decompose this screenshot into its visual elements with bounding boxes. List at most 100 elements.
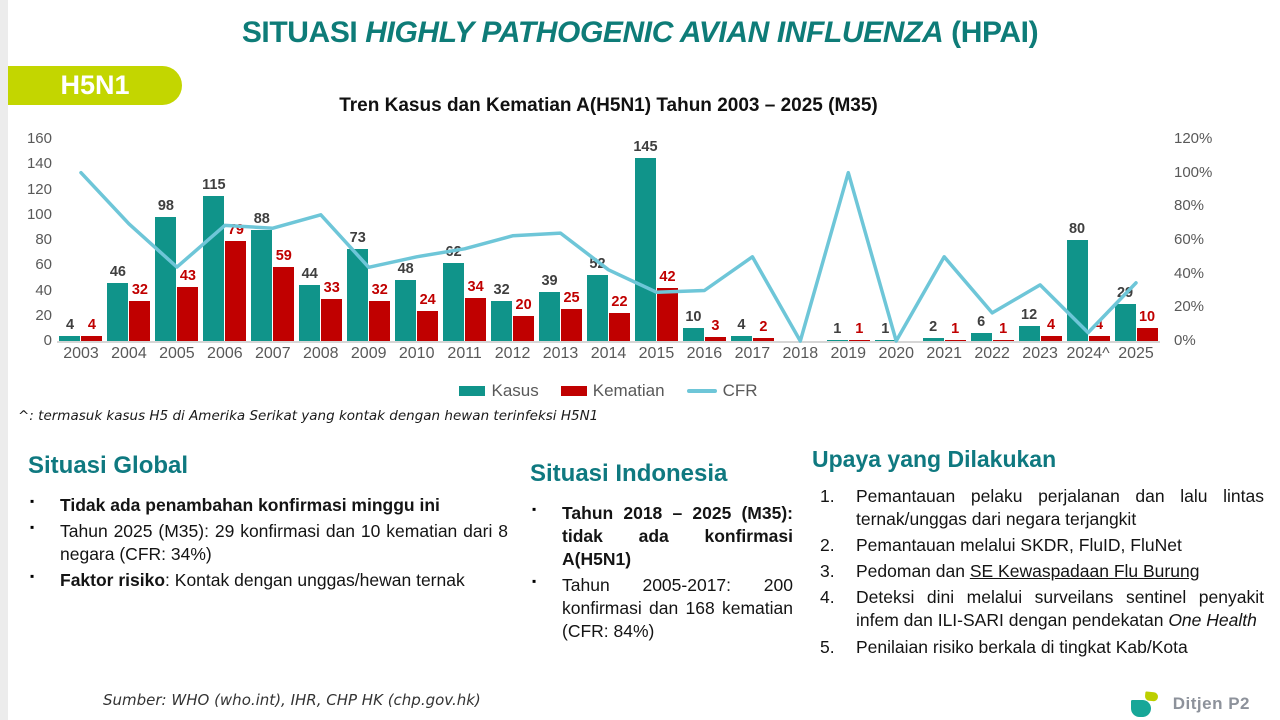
x-axis-label: 2008 xyxy=(302,345,339,362)
text-segment: Penilaian risiko berkala di tingkat Kab/… xyxy=(856,636,1188,657)
value-label-kasus: 115 xyxy=(202,176,226,193)
text-segment: Tahun 2025 (M35): 29 konfirmasi dan 10 k… xyxy=(60,521,508,565)
bullet-marker: ▪ xyxy=(30,569,35,584)
source-text: Sumber: WHO (who.int), IHR, CHP HK (chp.… xyxy=(103,691,481,709)
list-number: 4. xyxy=(820,587,835,608)
bar-kasus xyxy=(107,282,129,341)
x-axis-label: 2007 xyxy=(255,345,291,362)
text-segment: Pemantauan pelaku perjalanan dan lalu li… xyxy=(856,486,1264,530)
ditjen-p2-logo: Ditjen P2 xyxy=(1130,691,1250,717)
bar-kematian xyxy=(848,339,870,341)
list-item: ▪ Tahun 2005-2017: 200 konfirmasi dan 168… xyxy=(530,574,793,643)
bar-kematian xyxy=(944,339,966,341)
bar-kematian xyxy=(321,299,343,341)
y-axis-left-tick: 100 xyxy=(26,205,52,223)
value-label-kasus: 88 xyxy=(253,210,270,227)
y-axis-left-tick: 40 xyxy=(35,281,52,299)
bar-kasus xyxy=(251,229,273,341)
x-axis-label: 2012 xyxy=(494,345,531,362)
legend-item-cfr: CFR xyxy=(686,381,758,401)
cfr-line xyxy=(79,170,1138,343)
value-label-kasus: 46 xyxy=(109,263,126,280)
y-axis-left-tick: 60 xyxy=(35,256,52,274)
bar-kasus xyxy=(970,333,992,341)
value-label-kematian: 59 xyxy=(275,247,292,264)
value-label-kematian: 32 xyxy=(371,281,388,298)
value-label-kasus: 80 xyxy=(1068,221,1086,237)
value-label-kasus: 1 xyxy=(881,320,890,337)
value-label-kematian: 33 xyxy=(323,280,340,297)
section-situasi-global: Situasi Global ▪ Tidak ada penambahan kon… xyxy=(28,452,508,595)
text-segment: SE Kewaspadaan Flu Burung xyxy=(969,561,1200,582)
page-title-emphasis: HIGHLY PATHOGENIC AVIAN INFLUENZA xyxy=(365,16,944,49)
value-label-kematian: 4 xyxy=(1095,316,1104,333)
section-heading-upaya: Upaya yang Dilakukan xyxy=(812,446,1057,472)
list-item: ▪ Tahun 2025 (M35): 29 konfirmasi dan 10 … xyxy=(28,520,508,566)
legend-item-kematian: Kematian xyxy=(560,381,665,401)
value-label-kematian: 2 xyxy=(759,319,768,336)
section-upaya: Upaya yang Dilakukan 1. Pemantauan pelaku… xyxy=(812,446,1264,662)
y-axis-right-tick: 60% xyxy=(1174,231,1205,248)
x-axis-label: 2005 xyxy=(159,345,195,362)
value-label-kasus: 12 xyxy=(1021,306,1038,323)
x-axis-label: 2019 xyxy=(830,345,867,362)
y-axis-left-tick: 20 xyxy=(35,306,52,324)
bar-kasus xyxy=(347,248,369,341)
ditjen-p2-logo-text: Ditjen P2 xyxy=(1172,694,1250,713)
page-title: SITUASI HIGHLY PATHOGENIC AVIAN INFLUENZ… xyxy=(0,16,1280,50)
value-label-kasus: 44 xyxy=(301,266,318,283)
bar-kematian xyxy=(704,337,726,341)
text-segment: : Kontak dengan unggas/hewan ternak xyxy=(165,570,465,591)
bar-kematian xyxy=(369,300,391,341)
value-label-kasus: 1 xyxy=(833,320,842,337)
bar-kasus xyxy=(299,285,321,341)
list-number: 2. xyxy=(820,535,835,556)
list-item: ▪ Faktor risiko: Kontak dengan unggas/hew… xyxy=(28,569,508,592)
text-segment: Faktor risiko xyxy=(60,570,166,591)
bar-kasus xyxy=(874,339,896,341)
bar-kematian xyxy=(1088,335,1110,341)
y-axis-right-tick: 80% xyxy=(1174,197,1205,215)
legend-label: Kematian xyxy=(592,381,665,400)
x-axis-label: 2003 xyxy=(63,345,99,362)
value-label-kasus: 145 xyxy=(633,138,658,155)
y-axis-left-tick: 0 xyxy=(43,332,52,349)
list-item: 1. Pemantauan pelaku perjalanan dan lalu … xyxy=(812,485,1264,531)
text-segment: Tahun 2005-2017: 200 konfirmasi dan 168 … xyxy=(562,575,793,642)
value-label-kematian: 42 xyxy=(659,268,676,285)
bullet-marker: ▪ xyxy=(30,520,35,535)
text-segment: Tahun 2018 – 2025 (M35): tidak ada konfi… xyxy=(562,503,793,570)
value-label-kematian: 1 xyxy=(999,320,1008,337)
h5n1-badge: H5N1 xyxy=(8,66,182,105)
legend-item-kasus: Kasus xyxy=(459,381,539,401)
value-label-kematian: 4 xyxy=(87,316,96,333)
legend-label: CFR xyxy=(722,381,758,400)
value-label-kasus: 98 xyxy=(157,198,174,215)
value-label-kematian: 4 xyxy=(1047,316,1056,333)
value-label-kasus: 32 xyxy=(493,281,510,298)
bar-kasus xyxy=(1018,325,1040,341)
x-axis-label: 2024^ xyxy=(1066,345,1110,362)
bar-kematian xyxy=(609,313,630,341)
bar-kasus xyxy=(443,262,465,341)
y-axis-left-tick: 120 xyxy=(26,180,52,198)
y-axis-left-tick: 140 xyxy=(26,155,52,173)
legend-bar-swatch xyxy=(560,386,587,396)
logo-lime-leaf-icon xyxy=(1144,691,1159,702)
x-axis-label: 2006 xyxy=(207,345,243,362)
value-label-kematian: 20 xyxy=(515,296,532,313)
chart-title: Tren Kasus dan Kematian A(H5N1) Tahun 20… xyxy=(339,95,878,116)
x-axis-label: 2017 xyxy=(734,345,771,362)
text-segment: Pedoman dan xyxy=(856,561,970,582)
y-axis-left-tick: 160 xyxy=(26,130,52,147)
list-item: 4. Deteksi dini melalui surveilans sentin… xyxy=(812,586,1264,632)
x-axis-label: 2014 xyxy=(590,345,627,362)
value-label-kematian: 3 xyxy=(711,318,720,335)
bar-kematian xyxy=(656,287,678,341)
x-axis-label: 2013 xyxy=(542,345,579,362)
y-axis-right-tick: 120% xyxy=(1174,130,1213,147)
bar-kematian xyxy=(417,310,439,341)
value-label-kematian: 22 xyxy=(611,294,628,311)
list-upaya: 1. Pemantauan pelaku perjalanan dan lalu … xyxy=(812,485,1264,659)
bullet-marker: ▪ xyxy=(30,494,35,508)
